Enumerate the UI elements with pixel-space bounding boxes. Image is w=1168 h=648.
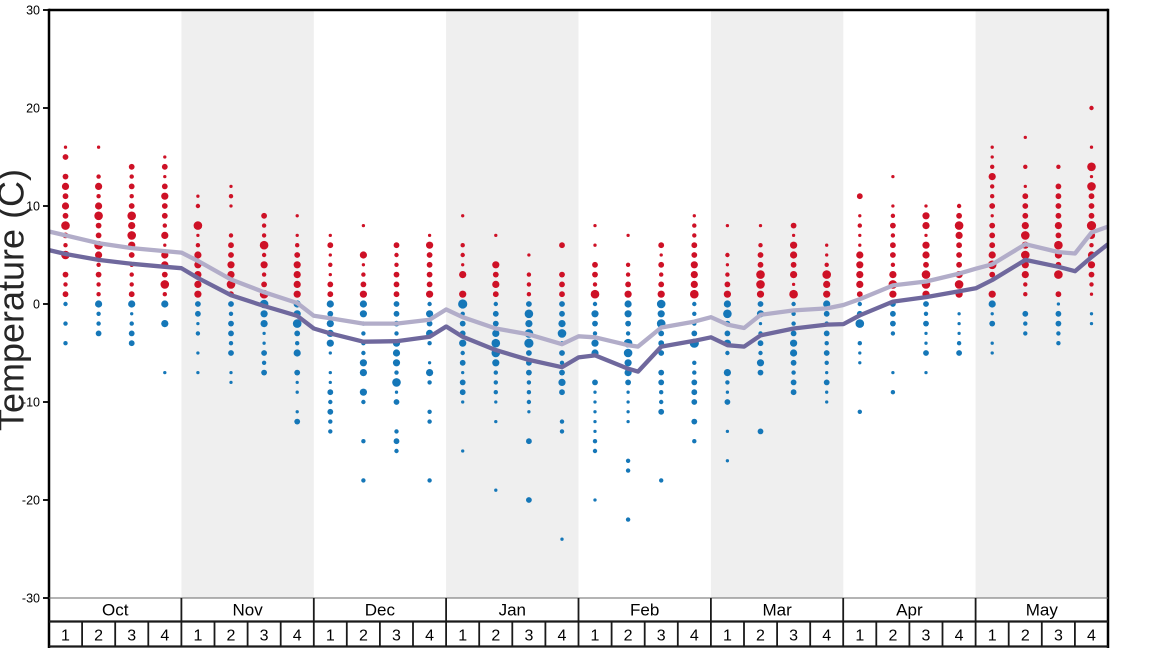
svg-text:1: 1: [591, 628, 600, 645]
svg-text:2: 2: [359, 628, 368, 645]
svg-text:Temperature (C): Temperature (C): [0, 169, 32, 431]
svg-text:4: 4: [955, 628, 964, 645]
svg-text:4: 4: [1087, 628, 1096, 645]
svg-text:2: 2: [624, 628, 633, 645]
svg-text:2: 2: [756, 628, 765, 645]
svg-text:3: 3: [922, 628, 931, 645]
svg-text:Nov: Nov: [232, 601, 263, 620]
svg-text:1: 1: [855, 628, 864, 645]
svg-text:1: 1: [61, 628, 70, 645]
svg-text:0: 0: [33, 298, 40, 312]
svg-text:4: 4: [558, 628, 567, 645]
svg-text:10: 10: [26, 200, 40, 214]
svg-text:1: 1: [458, 628, 467, 645]
svg-text:1: 1: [723, 628, 732, 645]
svg-text:2: 2: [94, 628, 103, 645]
svg-text:2: 2: [888, 628, 897, 645]
svg-text:Mar: Mar: [762, 601, 792, 620]
svg-text:4: 4: [690, 628, 699, 645]
svg-text:30: 30: [26, 4, 40, 18]
svg-text:3: 3: [127, 628, 136, 645]
svg-text:3: 3: [789, 628, 798, 645]
svg-text:3: 3: [1054, 628, 1063, 645]
svg-text:4: 4: [425, 628, 434, 645]
svg-text:-20: -20: [22, 494, 40, 508]
svg-text:4: 4: [822, 628, 831, 645]
svg-text:1: 1: [193, 628, 202, 645]
svg-text:2: 2: [1021, 628, 1030, 645]
svg-text:Feb: Feb: [630, 601, 659, 620]
svg-text:Oct: Oct: [102, 601, 129, 620]
svg-text:1: 1: [988, 628, 997, 645]
svg-text:3: 3: [392, 628, 401, 645]
svg-text:May: May: [1026, 601, 1059, 620]
svg-text:4: 4: [160, 628, 169, 645]
svg-text:20: 20: [26, 102, 40, 116]
svg-text:Apr: Apr: [896, 601, 923, 620]
svg-text:Jan: Jan: [499, 601, 526, 620]
svg-text:2: 2: [491, 628, 500, 645]
svg-text:Dec: Dec: [365, 601, 396, 620]
svg-text:-10: -10: [22, 396, 40, 410]
svg-text:1: 1: [326, 628, 335, 645]
svg-text:3: 3: [260, 628, 269, 645]
svg-text:2: 2: [227, 628, 236, 645]
svg-text:3: 3: [524, 628, 533, 645]
svg-text:4: 4: [293, 628, 302, 645]
svg-text:3: 3: [657, 628, 666, 645]
svg-text:-30: -30: [22, 592, 40, 606]
